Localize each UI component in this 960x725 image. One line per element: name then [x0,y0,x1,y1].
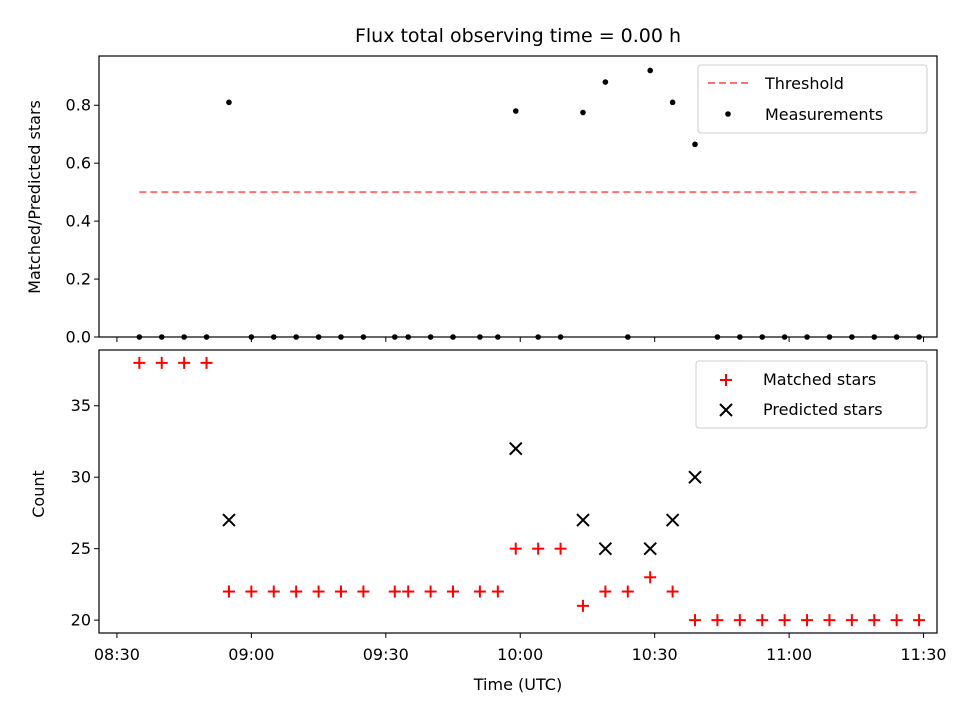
matched-stars-point [845,614,858,627]
y-tick-label: 0.0 [66,328,91,347]
matched-stars-point [222,585,235,598]
matched-stars-point [733,614,746,627]
top-legend: Threshold Measurements [697,64,928,134]
matched-stars-point [868,614,881,627]
matched-stars-point [155,356,168,369]
predicted-stars-point [688,470,702,484]
measurement-point [669,99,676,106]
matched-stars-point [133,356,146,369]
matched-stars-point [267,585,280,598]
legend-predicted-label: Predicted stars [763,400,883,419]
x-tick-label: 08:30 [94,645,140,664]
predicted-stars-point [665,513,680,527]
matched-stars-point [599,585,612,598]
matched-stars-point [473,585,486,598]
y-tick-label: 20 [71,611,91,630]
y-tick-label: 0.6 [66,154,91,173]
matched-stars-point [200,356,213,369]
predicted-stars-point [222,513,236,527]
top-legend-box [697,64,928,134]
matched-stars-point [491,585,504,598]
bottom-y-axis-label: Count [29,470,48,518]
matched-stars-point [576,599,589,612]
y-tick-label: 0.8 [66,96,91,115]
x-tick-label: 11:00 [766,645,812,664]
bottom-plot-frame [98,349,938,634]
top-plot-frame [98,55,938,338]
y-tick-label: 35 [71,396,91,415]
measurement-point [602,79,609,85]
measurement-point [512,108,519,114]
matched-stars-point [388,585,401,598]
matched-stars-point [178,356,191,369]
legend-matched-label: Matched stars [763,370,876,389]
legend-threshold-label: Threshold [764,74,844,93]
x-tick-label: 10:30 [632,645,678,664]
measurement-point [226,99,232,106]
matched-stars-point [290,585,303,598]
matched-stars-point [402,585,415,598]
top-y-axis-label: Matched/Predicted stars [25,100,44,294]
legend-measurements-label: Measurements [765,105,883,124]
x-tick-label: 09:30 [363,645,409,664]
matched-stars-point [756,614,769,627]
measurement-point [647,67,653,74]
matched-stars-point [913,614,926,627]
matched-stars-point [621,585,634,598]
legend-measurements-swatch [725,111,731,117]
matched-stars-point [711,614,724,627]
y-tick-label: 0.2 [66,270,91,289]
matched-stars-point [357,585,370,598]
x-axis-label: Time (UTC) [473,675,562,694]
chart-title: Flux total observing time = 0.00 h [355,25,681,47]
predicted-stars-point [509,441,523,456]
matched-stars-point [312,585,325,598]
y-tick-label: 0.4 [66,212,91,231]
matched-stars-point [778,614,791,627]
y-tick-label: 30 [71,468,91,487]
predicted-stars-point [576,513,590,527]
matched-stars-point [890,614,903,627]
matched-stars-point [509,542,522,555]
matched-stars-point [245,585,258,598]
matched-stars-point [554,542,567,555]
predicted-stars-point [643,541,657,556]
bottom-legend: Matched stars Predicted stars [695,360,928,429]
bottom-legend-box [695,360,928,429]
matched-stars-point [801,614,814,627]
measurement-point [692,141,698,148]
legend-matched-swatch [720,374,732,386]
x-tick-label: 10:00 [497,645,543,664]
matched-stars-point [644,571,657,584]
legend-predicted-swatch [719,403,733,417]
matched-stars-point [689,614,702,627]
top-plot-area: 0.0 0.2 0.4 0.6 0.8 Threshold Measurements [66,55,938,347]
matched-stars-point [666,585,679,598]
matched-stars-point [447,585,460,598]
measurement-point [580,109,586,116]
bottom-plot-area: 20 25 30 35 08:30 09:00 09:30 10:00 10:30 11:00 11… [71,349,947,664]
predicted-stars-point [598,541,613,556]
x-tick-label: 09:00 [228,645,274,664]
matched-stars-point [334,585,347,598]
matched-stars-point [532,542,545,555]
y-tick-label: 25 [71,539,91,558]
matched-stars-point [424,585,437,598]
matched-stars-point [823,614,836,627]
x-tick-label: 11:30 [901,645,947,664]
